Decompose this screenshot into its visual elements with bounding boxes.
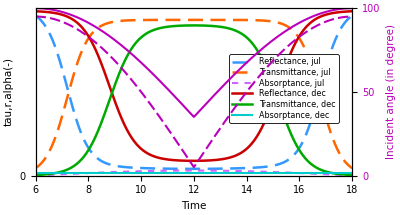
Transmittance, dec xyxy=(173,25,178,27)
Reflectance, jul xyxy=(161,167,166,170)
Transmittance, dec xyxy=(286,127,291,129)
Y-axis label: tau,r,alpha(-): tau,r,alpha(-) xyxy=(4,57,14,126)
Absorptance, jul xyxy=(173,169,178,172)
Transmittance, jul xyxy=(161,19,166,21)
Transmittance, jul xyxy=(286,26,291,28)
Absorptance, jul xyxy=(191,169,196,172)
Line: Reflectance, jul: Reflectance, jul xyxy=(36,15,352,169)
Transmittance, jul xyxy=(280,23,285,25)
Reflectance, dec xyxy=(350,10,354,12)
Absorptance, dec xyxy=(280,172,285,174)
Transmittance, dec xyxy=(191,24,196,27)
Reflectance, dec xyxy=(161,158,166,160)
Absorptance, jul xyxy=(280,171,285,174)
Transmittance, jul xyxy=(350,167,354,169)
Transmittance, dec xyxy=(161,26,166,29)
Transmittance, dec xyxy=(66,168,70,171)
Absorptance, dec xyxy=(33,172,38,174)
Reflectance, jul xyxy=(251,166,256,169)
X-axis label: Time: Time xyxy=(181,201,206,211)
Reflectance, dec xyxy=(280,72,285,75)
Transmittance, jul xyxy=(251,19,256,22)
Absorptance, jul xyxy=(350,174,354,177)
Reflectance, jul xyxy=(191,167,196,170)
Reflectance, jul xyxy=(280,161,285,164)
Transmittance, dec xyxy=(251,43,256,46)
Absorptance, dec xyxy=(161,172,166,174)
Absorptance, jul xyxy=(161,169,166,172)
Line: Reflectance, dec: Reflectance, dec xyxy=(36,11,352,161)
Reflectance, jul xyxy=(33,14,38,17)
Reflectance, jul xyxy=(173,167,178,170)
Line: Absorptance, jul: Absorptance, jul xyxy=(36,170,352,176)
Transmittance, dec xyxy=(350,174,354,176)
Transmittance, jul xyxy=(66,94,70,97)
Reflectance, jul xyxy=(66,89,70,91)
Absorptance, dec xyxy=(286,172,290,174)
Reflectance, dec xyxy=(173,159,178,161)
Reflectance, dec xyxy=(251,140,256,143)
Absorptance, dec xyxy=(350,172,354,174)
Reflectance, dec xyxy=(191,160,196,162)
Transmittance, jul xyxy=(191,18,196,21)
Absorptance, jul xyxy=(286,171,291,174)
Absorptance, jul xyxy=(66,173,70,175)
Transmittance, dec xyxy=(280,112,285,114)
Reflectance, dec xyxy=(66,15,70,18)
Reflectance, jul xyxy=(350,14,354,17)
Reflectance, jul xyxy=(286,158,291,161)
Absorptance, dec xyxy=(250,172,255,174)
Absorptance, jul xyxy=(33,174,38,177)
Y-axis label: Incident angle (in degree): Incident angle (in degree) xyxy=(386,24,396,159)
Line: Transmittance, dec: Transmittance, dec xyxy=(36,25,352,175)
Absorptance, dec xyxy=(66,172,70,174)
Absorptance, dec xyxy=(173,172,178,174)
Reflectance, dec xyxy=(33,10,38,12)
Absorptance, jul xyxy=(251,170,256,173)
Legend: Reflectance, jul, Transmittance, jul, Absorptance, jul, Reflectance, dec, Transm: Reflectance, jul, Transmittance, jul, Ab… xyxy=(229,54,339,123)
Transmittance, jul xyxy=(173,19,178,21)
Reflectance, dec xyxy=(286,57,291,60)
Transmittance, dec xyxy=(33,174,38,176)
Transmittance, jul xyxy=(33,167,38,169)
Line: Transmittance, jul: Transmittance, jul xyxy=(36,20,352,168)
